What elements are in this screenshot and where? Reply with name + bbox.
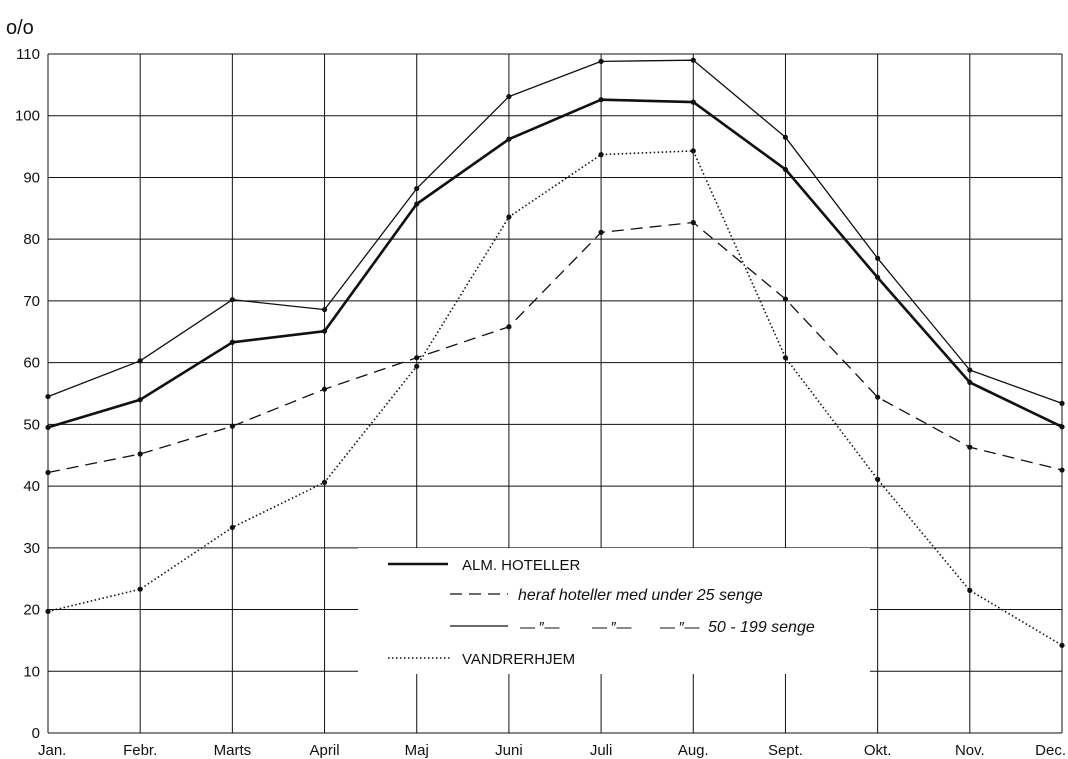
data-point — [45, 469, 51, 476]
series-lines — [45, 57, 1065, 648]
x-tick-label: Febr. — [123, 742, 157, 759]
data-point — [690, 148, 696, 154]
data-point — [506, 214, 512, 220]
data-point — [321, 306, 328, 313]
x-tick-label: Juli — [590, 742, 613, 759]
data-point — [229, 339, 235, 345]
data-point — [875, 274, 881, 281]
y-tick-label: 110 — [16, 46, 40, 63]
x-tick-labels: Jan. Febr. Marts April Maj Juni Juli Aug. Sept. O… — [38, 742, 1066, 759]
data-point — [690, 57, 696, 63]
y-tick-label: 10 — [23, 663, 40, 680]
data-point — [414, 201, 420, 207]
data-point — [782, 355, 789, 361]
series-line — [47, 98, 1063, 429]
data-point — [690, 219, 696, 226]
y-unit-label: o/o — [6, 17, 34, 39]
y-tick-label: 0 — [32, 725, 40, 742]
data-point — [875, 255, 881, 261]
data-point — [414, 185, 420, 192]
y-tick-label: 30 — [23, 540, 40, 557]
data-point — [598, 229, 604, 235]
legend: ALM. HOTELLER heraf hoteller med under 2… — [388, 557, 815, 668]
legend-label-50-199: 50 - 199 senge — [708, 619, 815, 636]
data-point — [45, 393, 51, 400]
data-point — [690, 99, 696, 105]
y-tick-label: 40 — [23, 478, 40, 495]
legend-label-vandrerhjem: VANDRERHJEM — [462, 651, 575, 668]
y-tick-label: 90 — [23, 169, 40, 186]
legend-label-under-25: heraf hoteller med under 25 senge — [518, 587, 763, 604]
data-point — [782, 296, 789, 302]
series-line — [47, 59, 1063, 405]
data-point — [45, 424, 51, 431]
y-tick-label: 60 — [23, 355, 40, 372]
data-point — [598, 152, 604, 158]
data-point — [506, 324, 512, 330]
y-tick-label: 70 — [23, 293, 40, 310]
x-tick-label: Juni — [495, 742, 523, 759]
data-point — [137, 586, 143, 592]
legend-ditto-1: — ″— — [520, 619, 559, 636]
legend-box — [358, 548, 870, 674]
data-point — [137, 358, 143, 364]
data-point — [782, 134, 789, 140]
legend-background — [358, 548, 870, 674]
data-point — [1059, 400, 1065, 406]
series-3 — [45, 148, 1065, 648]
y-tick-label: 20 — [23, 602, 40, 619]
y-tick-label: 80 — [23, 231, 40, 248]
series-0 — [45, 97, 1065, 431]
x-tick-label: Sept. — [768, 742, 803, 759]
y-tick-labels: 0 10 20 30 40 50 60 70 80 90 100 110 — [15, 46, 40, 742]
grid — [47, 53, 1063, 734]
data-point — [506, 136, 512, 142]
series-line — [47, 221, 1063, 474]
x-tick-label: Jan. — [38, 742, 66, 759]
data-point — [782, 166, 789, 173]
legend-ditto-2: — ″— — [592, 619, 631, 636]
data-point — [875, 476, 881, 482]
data-point — [229, 423, 235, 429]
data-point — [1059, 424, 1065, 430]
x-tick-label: April — [310, 742, 340, 759]
x-tick-label: Okt. — [864, 742, 892, 759]
data-point — [229, 524, 235, 531]
data-point — [967, 444, 973, 450]
y-tick-label: 100 — [15, 108, 40, 125]
data-point — [967, 379, 973, 385]
data-point — [967, 367, 973, 373]
data-point — [506, 93, 512, 100]
data-point — [598, 58, 604, 65]
data-point — [137, 397, 143, 403]
x-tick-label: Aug. — [678, 742, 709, 759]
x-tick-label: Nov. — [955, 742, 985, 759]
data-point — [414, 363, 420, 369]
data-point — [967, 587, 973, 594]
data-point — [598, 97, 604, 103]
data-point — [321, 328, 328, 334]
data-point — [229, 297, 235, 303]
data-point — [321, 479, 328, 485]
x-tick-label: Marts — [214, 742, 252, 759]
data-point — [875, 394, 881, 400]
y-tick-label: 50 — [23, 416, 40, 433]
data-point — [321, 386, 328, 392]
x-tick-label: Maj — [405, 742, 429, 759]
x-tick-label: Dec. — [1035, 742, 1066, 759]
legend-label-alm-hoteller: ALM. HOTELLER — [462, 557, 581, 574]
legend-ditto-3: — ″— — [660, 619, 699, 636]
data-point — [45, 608, 51, 614]
data-point — [414, 355, 420, 361]
series-1 — [45, 219, 1065, 476]
data-point — [1059, 467, 1065, 473]
series-2 — [45, 57, 1065, 406]
data-point — [137, 451, 143, 457]
data-point — [1059, 642, 1065, 648]
